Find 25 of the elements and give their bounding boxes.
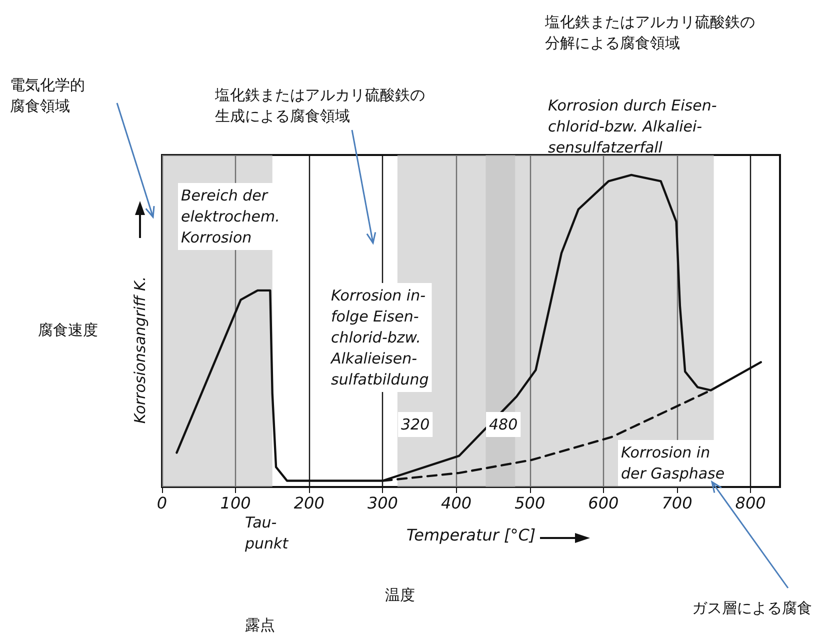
text: Korrosion durch Eisen- chlorid-bzw. Alkaliei- sensulfatzerfall <box>548 96 717 156</box>
x-tick-label: 100 <box>220 494 251 512</box>
y-axis-title: Korrosionsangriff K. <box>131 276 149 424</box>
x-axis-title: Temperatur [°C] <box>406 526 536 544</box>
x-tick-label: 400 <box>441 494 472 512</box>
annotation: 320 <box>401 416 430 434</box>
x-tick-label: 800 <box>735 494 766 512</box>
text: 電気化学的腐食領域 <box>10 77 85 115</box>
x-tick-label: 0 <box>156 494 168 512</box>
annotation: Korrosion in der Gasphase <box>621 444 725 482</box>
text: Tau- punkt <box>244 514 290 552</box>
x-tick-label: 600 <box>588 494 619 512</box>
text: 塩化鉄またはアルカリ硫酸鉄の生成による腐食領域 <box>214 87 425 125</box>
text: ガス層による腐食 <box>692 600 812 617</box>
x-tick-label: 700 <box>662 494 692 512</box>
x-tick-label: 200 <box>294 494 324 512</box>
text: 塩化鉄またはアルカリ硫酸鉄の分解による腐食領域 <box>544 14 755 52</box>
text: 露点 <box>245 617 275 634</box>
annotation: Korrosion in- folge Eisen- chlorid-bzw. Alkalieisen- sulfatbildung <box>330 286 429 388</box>
text: 温度 <box>385 587 415 604</box>
x-tick-label: 500 <box>514 494 546 512</box>
x-tick-label: 300 <box>367 494 398 512</box>
text: 腐食速度 <box>38 322 98 339</box>
annotation: Bereich der elektrochem. Korrosion <box>181 186 280 246</box>
annotation: 480 <box>489 416 518 434</box>
